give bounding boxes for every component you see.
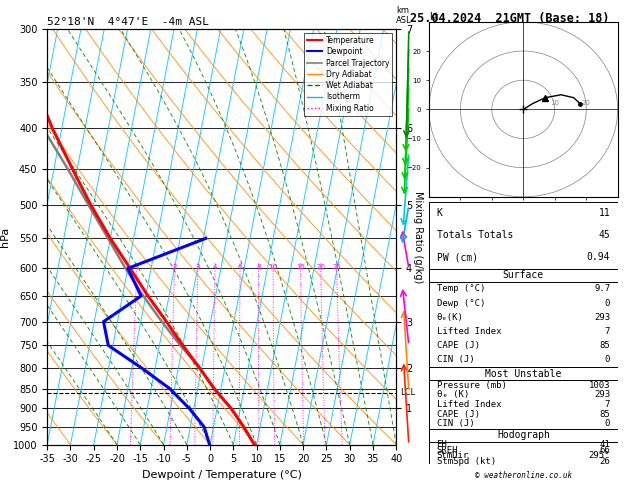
Text: 2: 2 <box>172 263 177 270</box>
Text: 20: 20 <box>582 100 591 106</box>
Y-axis label: Mixing Ratio (g/kg): Mixing Ratio (g/kg) <box>413 191 423 283</box>
Text: CIN (J): CIN (J) <box>437 355 474 364</box>
Text: 45: 45 <box>598 230 610 240</box>
Text: 0: 0 <box>604 419 610 428</box>
Text: 15: 15 <box>296 263 305 270</box>
Text: 7: 7 <box>604 400 610 409</box>
Text: kt: kt <box>429 12 438 22</box>
Bar <box>429 367 618 429</box>
Text: 26: 26 <box>599 457 610 466</box>
Text: Lifted Index: Lifted Index <box>437 327 501 336</box>
Text: SREH: SREH <box>437 446 458 455</box>
Text: Hodograph: Hodograph <box>497 430 550 440</box>
Text: © weatheronline.co.uk: © weatheronline.co.uk <box>475 471 572 480</box>
Text: 293: 293 <box>594 390 610 399</box>
Text: Surface: Surface <box>503 270 544 280</box>
X-axis label: Dewpoint / Temperature (°C): Dewpoint / Temperature (°C) <box>142 470 302 480</box>
Text: Temp (°C): Temp (°C) <box>437 284 485 294</box>
Text: 85: 85 <box>599 410 610 418</box>
Text: Dewp (°C): Dewp (°C) <box>437 298 485 308</box>
Text: CAPE (J): CAPE (J) <box>437 341 479 350</box>
Bar <box>429 429 618 464</box>
Text: 293: 293 <box>594 313 610 322</box>
Text: θₑ (K): θₑ (K) <box>437 390 469 399</box>
Text: CAPE (J): CAPE (J) <box>437 410 479 418</box>
Text: 52°18'N  4°47'E  -4m ASL: 52°18'N 4°47'E -4m ASL <box>47 17 209 27</box>
Y-axis label: hPa: hPa <box>0 227 10 247</box>
Text: EH: EH <box>437 440 447 449</box>
Text: 1: 1 <box>135 263 139 270</box>
Text: Lifted Index: Lifted Index <box>437 400 501 409</box>
Text: 8: 8 <box>256 263 261 270</box>
Text: km
ASL: km ASL <box>396 6 412 25</box>
Text: 25.04.2024  21GMT (Base: 18): 25.04.2024 21GMT (Base: 18) <box>409 12 610 25</box>
Text: Pressure (mb): Pressure (mb) <box>437 381 506 389</box>
Text: K: K <box>437 208 442 218</box>
Text: 10: 10 <box>550 100 559 106</box>
Text: 85: 85 <box>599 341 610 350</box>
Text: 0: 0 <box>604 298 610 308</box>
Text: 0.94: 0.94 <box>587 252 610 262</box>
Text: 66: 66 <box>599 446 610 455</box>
Text: 7: 7 <box>604 327 610 336</box>
Text: Totals Totals: Totals Totals <box>437 230 513 240</box>
Text: StmSpd (kt): StmSpd (kt) <box>437 457 496 466</box>
Text: 41: 41 <box>599 440 610 449</box>
Bar <box>429 269 618 367</box>
Text: θₑ(K): θₑ(K) <box>437 313 464 322</box>
Text: 3: 3 <box>196 263 200 270</box>
Text: 25: 25 <box>332 263 341 270</box>
Legend: Temperature, Dewpoint, Parcel Trajectory, Dry Adiabat, Wet Adiabat, Isotherm, Mi: Temperature, Dewpoint, Parcel Trajectory… <box>304 33 392 116</box>
Text: PW (cm): PW (cm) <box>437 252 477 262</box>
Text: 295°: 295° <box>589 451 610 460</box>
Text: 6: 6 <box>238 263 242 270</box>
Text: 0: 0 <box>604 355 610 364</box>
Text: 11: 11 <box>598 208 610 218</box>
Text: 10: 10 <box>269 263 277 270</box>
Text: 9.7: 9.7 <box>594 284 610 294</box>
Text: CIN (J): CIN (J) <box>437 419 474 428</box>
Text: 4: 4 <box>213 263 217 270</box>
Bar <box>429 202 618 269</box>
Text: 20: 20 <box>316 263 325 270</box>
Text: LCL: LCL <box>400 388 415 397</box>
Text: 1003: 1003 <box>589 381 610 389</box>
Text: StmDir: StmDir <box>437 451 469 460</box>
Text: Most Unstable: Most Unstable <box>485 368 562 379</box>
